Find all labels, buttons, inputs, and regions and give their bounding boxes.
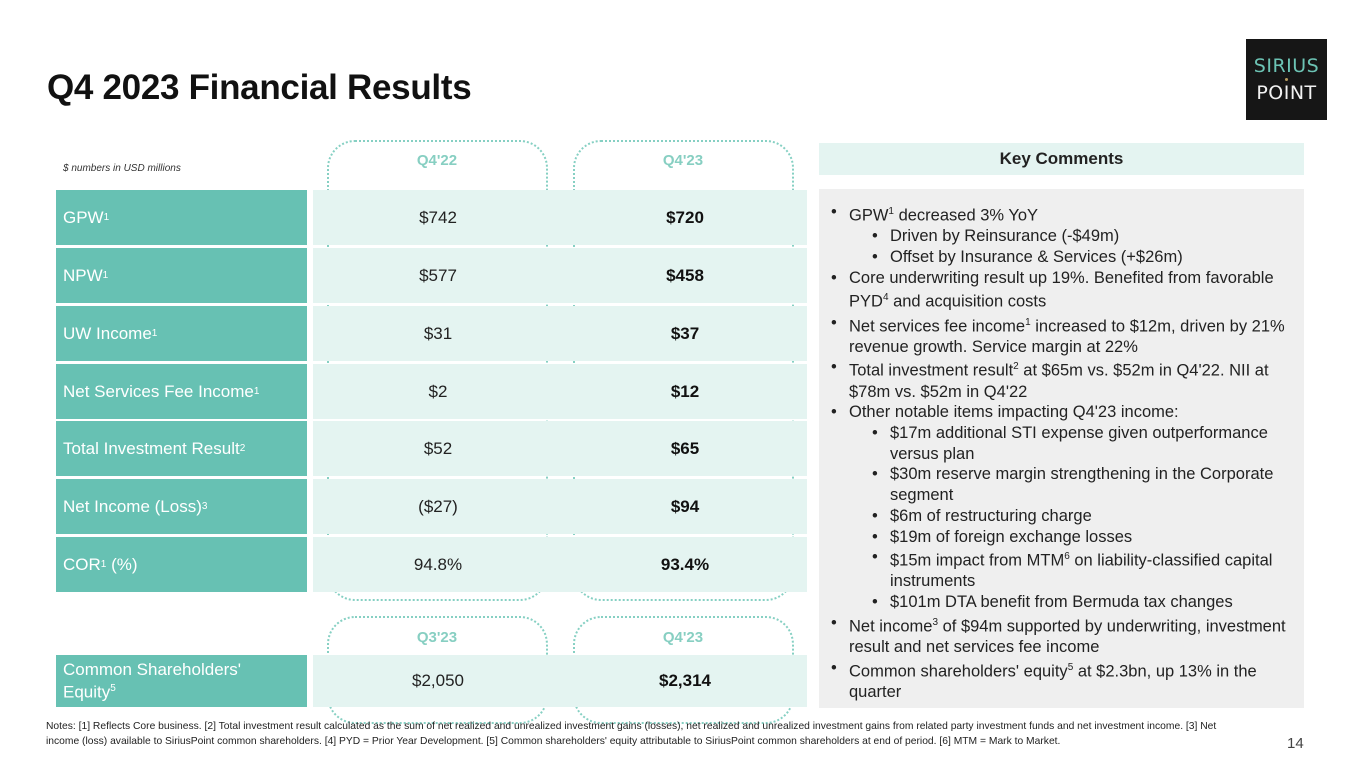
logo-line-2: POINT [1256, 82, 1317, 104]
row-label-gpw: GPW 1 [56, 190, 307, 245]
siriuspoint-logo: SIRIUS POINT [1246, 39, 1327, 120]
comment-subitem: $30m reserve margin strengthening in the… [849, 464, 1290, 505]
row-values-net-income: ($27) $94 [313, 479, 807, 534]
row-label-cor: COR 1 (%) [56, 537, 307, 592]
value-q4-23: $37 [670, 323, 700, 343]
currency-note: $ numbers in USD millions [63, 163, 181, 174]
row-values-npw: $577 $458 [313, 248, 807, 303]
value-q4-22: $31 [423, 323, 453, 343]
key-comments-list: GPW1 decreased 3% YoY Driven by Reinsura… [831, 202, 1290, 703]
row-values-uw-income: $31 $37 [313, 306, 807, 361]
comment-item: Net income3 of $94m supported by underwr… [831, 613, 1290, 658]
equity-label-line-1: Common Shareholders' [63, 660, 242, 680]
row-values-common-shareholders-equity: $2,050 $2,314 [313, 655, 807, 707]
row-values-total-investment-result: $52 $65 [313, 421, 807, 476]
row-label-common-shareholders-equity: Common Shareholders' Equity5 [56, 655, 307, 707]
value-q4-23: $94 [670, 496, 700, 516]
equity-label-line-2: Equity5 [63, 682, 116, 702]
logo-line-1: SIRIUS [1253, 55, 1320, 77]
row-label-npw: NPW 1 [56, 248, 307, 303]
logo-dot-icon [1285, 78, 1288, 81]
comment-subitem: Driven by Reinsurance (-$49m) [849, 226, 1290, 247]
key-comments-panel: GPW1 decreased 3% YoY Driven by Reinsura… [819, 189, 1304, 708]
comment-subitem: $101m DTA benefit from Bermuda tax chang… [849, 592, 1290, 613]
column-header-q4-22: Q4'22 [416, 152, 458, 169]
footnotes: Notes: [1] Reflects Core business. [2] T… [46, 721, 1217, 747]
comment-subitem: Offset by Insurance & Services (+$26m) [849, 247, 1290, 268]
comment-subitem: $17m additional STI expense given outper… [849, 423, 1290, 464]
value-q4-22: 94.8% [413, 554, 463, 574]
value-q4-22: $2 [428, 381, 448, 401]
value-q4-23: $720 [666, 207, 704, 227]
comment-item: Net services fee income1 increased to $1… [831, 313, 1290, 358]
value-q4-23: $12 [670, 381, 700, 401]
value-q4-23: 93.4% [660, 554, 710, 574]
page-number: 14 [1287, 735, 1304, 752]
value-q4-22: $742 [419, 207, 457, 227]
row-values-net-services-fee-income: $2 $12 [313, 364, 807, 419]
page-title: Q4 2023 Financial Results [47, 68, 472, 107]
comment-subitem: $6m of restructuring charge [849, 506, 1290, 527]
row-values-gpw: $742 $720 [313, 190, 807, 245]
comment-item: Common shareholders' equity5 at $2.3bn, … [831, 658, 1290, 703]
value-q3-23: $2,050 [412, 671, 464, 690]
comment-subitem: $15m impact from MTM6 on liability-class… [849, 547, 1290, 592]
row-label-uw-income: UW Income 1 [56, 306, 307, 361]
comment-subitem: $19m of foreign exchange losses [849, 527, 1290, 548]
comment-item: GPW1 decreased 3% YoY [831, 202, 1290, 226]
column-header-q4-23: Q4'23 [662, 152, 704, 169]
value-q4-22: ($27) [418, 496, 458, 516]
row-label-net-income: Net Income (Loss) 3 [56, 479, 307, 534]
row-label-total-investment-result: Total Investment Result 2 [56, 421, 307, 476]
comment-item: Total investment result2 at $65m vs. $52… [831, 357, 1290, 402]
value-q4-22: $52 [423, 438, 453, 458]
value-q4-23: $65 [670, 438, 700, 458]
column-header-q3-23: Q3'23 [416, 629, 458, 646]
comment-item: Other notable items impacting Q4'23 inco… [831, 402, 1290, 423]
value-q4-22: $577 [419, 265, 457, 285]
row-label-net-services-fee-income: Net Services Fee Income 1 [56, 364, 307, 419]
key-comments-heading: Key Comments [819, 143, 1304, 175]
row-values-cor: 94.8% 93.4% [313, 537, 807, 592]
value-q4-23: $458 [666, 265, 704, 285]
comment-item: Core underwriting result up 19%. Benefit… [831, 268, 1290, 313]
column-header-q4-23-equity: Q4'23 [662, 629, 704, 646]
value-q4-23: $2,314 [659, 671, 711, 690]
